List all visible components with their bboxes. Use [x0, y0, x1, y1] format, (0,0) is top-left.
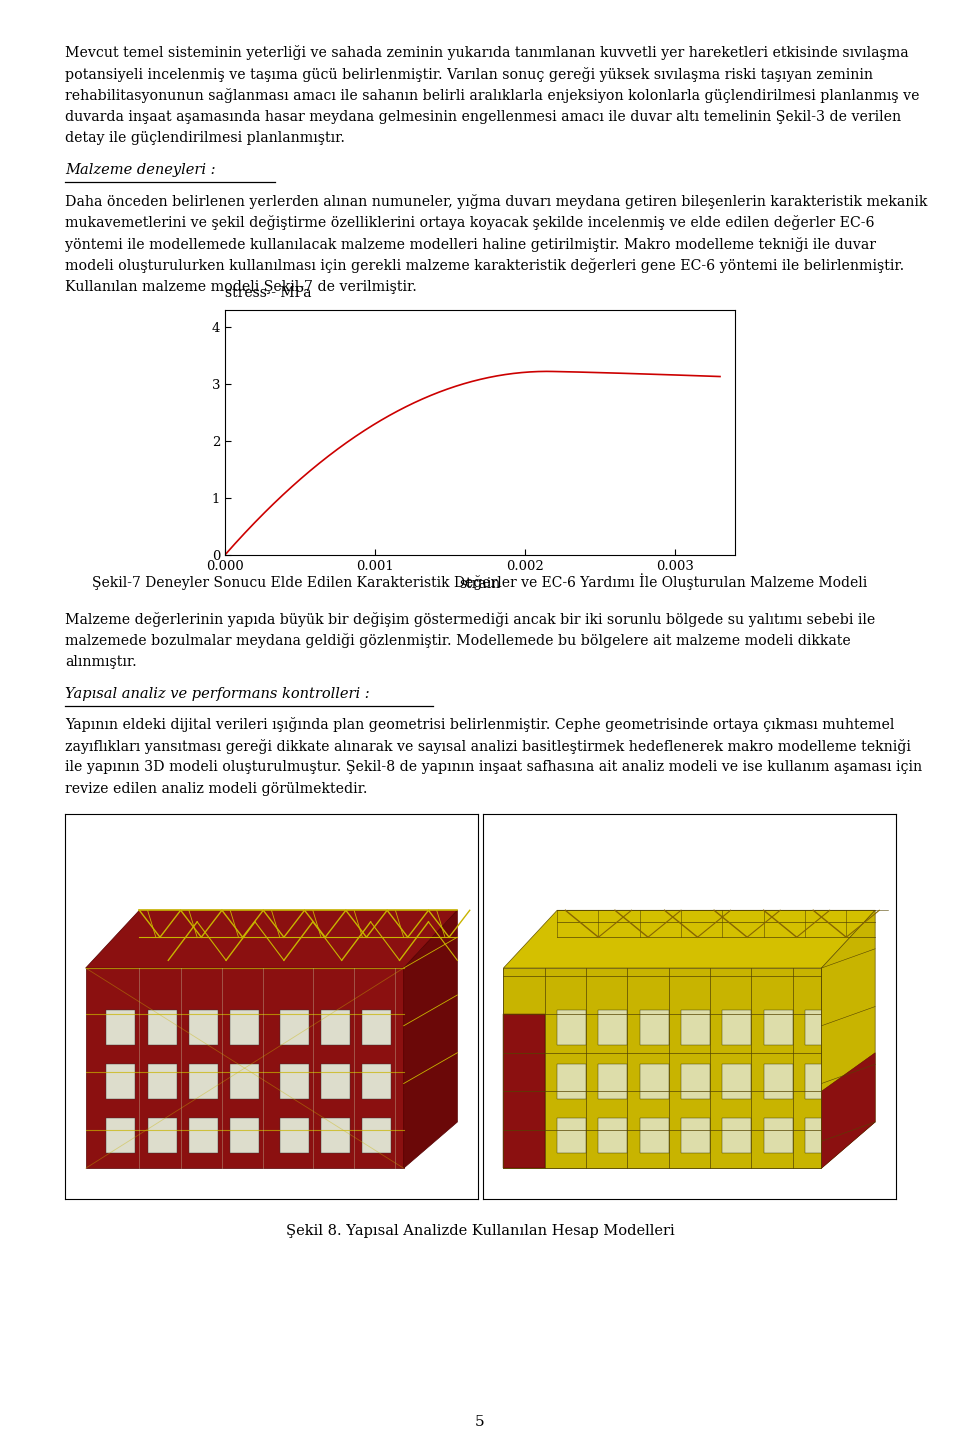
Text: Malzeme deneyleri :: Malzeme deneyleri :	[65, 164, 215, 177]
Text: 5: 5	[475, 1415, 485, 1429]
Polygon shape	[557, 1010, 586, 1045]
Text: Mevcut temel sisteminin yeterliği ve sahada zeminin yukarıda tanımlanan kuvvetli: Mevcut temel sisteminin yeterliği ve sah…	[65, 45, 908, 59]
Polygon shape	[148, 1064, 177, 1098]
Polygon shape	[148, 1119, 177, 1154]
Polygon shape	[822, 1053, 876, 1168]
Text: modeli oluşturulurken kullanılması için gerekli malzeme karakteristik değerleri : modeli oluşturulurken kullanılması için …	[65, 258, 904, 273]
Polygon shape	[279, 1064, 309, 1098]
Text: Daha önceden belirlenen yerlerden alınan numuneler, yığma duvarı meydana getiren: Daha önceden belirlenen yerlerden alınan…	[65, 193, 927, 209]
Polygon shape	[362, 1119, 392, 1154]
Polygon shape	[763, 1119, 793, 1154]
Polygon shape	[321, 1010, 350, 1045]
Polygon shape	[85, 910, 457, 968]
Polygon shape	[230, 1010, 259, 1045]
Polygon shape	[639, 1010, 669, 1045]
Polygon shape	[362, 1064, 392, 1098]
Text: Malzeme değerlerinin yapıda büyük bir değişim göstermediği ancak bir iki sorunlu: Malzeme değerlerinin yapıda büyük bir de…	[65, 612, 876, 627]
Polygon shape	[503, 910, 876, 968]
Text: yöntemi ile modellemede kullanılacak malzeme modelleri haline getirilmiştir. Mak: yöntemi ile modellemede kullanılacak mal…	[65, 237, 876, 251]
Polygon shape	[189, 1010, 218, 1045]
Polygon shape	[681, 1010, 710, 1045]
Polygon shape	[722, 1010, 752, 1045]
Polygon shape	[230, 1119, 259, 1154]
Text: Yapının eldeki dijital verileri ışığında plan geometrisi belirlenmiştir. Cephe g: Yapının eldeki dijital verileri ışığında…	[65, 717, 895, 733]
Text: stress - MPa: stress - MPa	[225, 286, 311, 300]
Polygon shape	[403, 910, 457, 1168]
Polygon shape	[722, 1119, 752, 1154]
Text: alınmıştır.: alınmıştır.	[65, 654, 136, 669]
Polygon shape	[362, 1010, 392, 1045]
Polygon shape	[804, 1119, 834, 1154]
Polygon shape	[598, 1064, 627, 1098]
Polygon shape	[107, 1119, 135, 1154]
Text: malzemede bozulmalar meydana geldiği gözlenmiştir. Modellemede bu bölgelere ait : malzemede bozulmalar meydana geldiği göz…	[65, 633, 851, 649]
Polygon shape	[598, 1119, 627, 1154]
Polygon shape	[321, 1119, 350, 1154]
Text: rehabilitasyonunun sağlanması amacı ile sahanın belirli aralıklarla enjeksiyon k: rehabilitasyonunun sağlanması amacı ile …	[65, 89, 920, 103]
Polygon shape	[557, 1064, 586, 1098]
Text: Şekil 8. Yapısal Analizde Kullanılan Hesap Modelleri: Şekil 8. Yapısal Analizde Kullanılan Hes…	[286, 1225, 674, 1238]
Polygon shape	[107, 1010, 135, 1045]
Polygon shape	[230, 1064, 259, 1098]
X-axis label: strain: strain	[460, 577, 500, 591]
Text: potansiyeli incelenmiş ve taşıma gücü belirlenmiştir. Varılan sonuç gereği yükse: potansiyeli incelenmiş ve taşıma gücü be…	[65, 67, 873, 81]
Text: Şekil-7 Deneyler Sonucu Elde Edilen Karakteristik Değerler ve EC-6 Yardımı İle O: Şekil-7 Deneyler Sonucu Elde Edilen Kara…	[92, 573, 868, 589]
Polygon shape	[722, 1064, 752, 1098]
Text: Yapısal analiz ve performans kontrolleri :: Yapısal analiz ve performans kontrolleri…	[65, 686, 370, 701]
Text: ile yapının 3D modeli oluşturulmuştur. Şekil-8 de yapının inşaat safhasına ait a: ile yapının 3D modeli oluşturulmuştur. Ş…	[65, 760, 923, 775]
Text: zayıflıkları yansıtması gereği dikkate alınarak ve sayısal analizi basitleştirme: zayıflıkları yansıtması gereği dikkate a…	[65, 739, 911, 753]
Polygon shape	[107, 1064, 135, 1098]
Polygon shape	[321, 1064, 350, 1098]
Polygon shape	[639, 1064, 669, 1098]
Polygon shape	[85, 968, 403, 1168]
Polygon shape	[822, 910, 876, 1168]
Polygon shape	[804, 1010, 834, 1045]
Polygon shape	[639, 1119, 669, 1154]
Polygon shape	[681, 1064, 710, 1098]
Text: Kullanılan malzeme modeli Şekil-7 de verilmiştir.: Kullanılan malzeme modeli Şekil-7 de ver…	[65, 280, 417, 293]
Polygon shape	[503, 968, 822, 1168]
Polygon shape	[189, 1119, 218, 1154]
Polygon shape	[681, 1119, 710, 1154]
Polygon shape	[279, 1119, 309, 1154]
Polygon shape	[503, 1014, 544, 1168]
Polygon shape	[148, 1010, 177, 1045]
Polygon shape	[804, 1064, 834, 1098]
Polygon shape	[763, 1010, 793, 1045]
Polygon shape	[557, 1119, 586, 1154]
Text: duvarda inşaat aşamasında hasar meydana gelmesinin engellenmesi amacı ile duvar : duvarda inşaat aşamasında hasar meydana …	[65, 110, 901, 123]
Text: mukavemetlerini ve şekil değiştirme özelliklerini ortaya koyacak şekilde incelen: mukavemetlerini ve şekil değiştirme özel…	[65, 215, 875, 231]
Polygon shape	[763, 1064, 793, 1098]
Text: revize edilen analiz modeli görülmektedir.: revize edilen analiz modeli görülmektedi…	[65, 782, 368, 795]
Text: detay ile güçlendirilmesi planlanmıştır.: detay ile güçlendirilmesi planlanmıştır.	[65, 131, 345, 145]
Polygon shape	[189, 1064, 218, 1098]
Polygon shape	[279, 1010, 309, 1045]
Polygon shape	[598, 1010, 627, 1045]
